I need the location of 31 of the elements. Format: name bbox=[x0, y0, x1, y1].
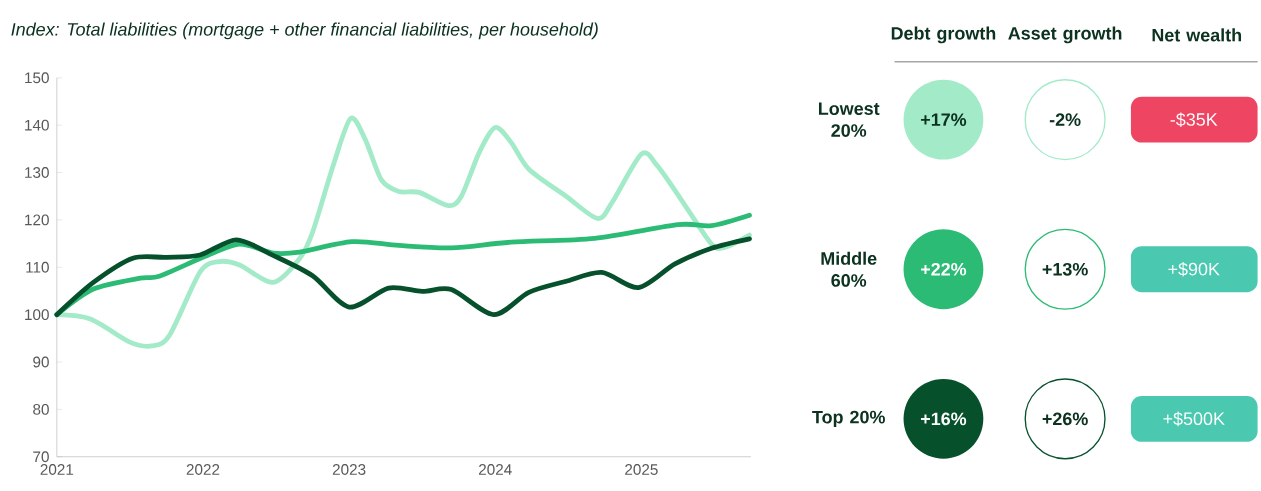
text: +$500K bbox=[1163, 411, 1225, 427]
text: -2% bbox=[1049, 113, 1081, 127]
category-label: Lowest 20% bbox=[818, 102, 880, 138]
category-label: Middle 60% bbox=[821, 251, 877, 287]
y-tick-label: 110 bbox=[26, 262, 49, 273]
category-label: Top 20% bbox=[812, 410, 885, 428]
x-tick-label: 2022 bbox=[186, 464, 220, 476]
x-tick-label: 2021 bbox=[40, 464, 74, 476]
text: +13% bbox=[1042, 263, 1088, 276]
x-tick-label: 2023 bbox=[332, 464, 366, 476]
text: +16% bbox=[920, 412, 967, 426]
text: -$35K bbox=[1170, 112, 1218, 128]
line-series bbox=[54, 236, 752, 318]
y-tick-label: 120 bbox=[25, 214, 49, 226]
text: +22% bbox=[920, 263, 967, 276]
y-tick-label: 70 bbox=[33, 451, 49, 463]
y-tick-label: 150 bbox=[25, 72, 49, 84]
category-label: Net wealth bbox=[1152, 28, 1242, 42]
x-tick-label: 2025 bbox=[625, 464, 658, 476]
y-tick-label: 100 bbox=[25, 309, 49, 321]
chart-title: Index: Total liabilities (mortgage + other financial liabilities, per household) bbox=[11, 22, 598, 40]
y-tick-label: 80 bbox=[33, 404, 49, 415]
text: +26% bbox=[1042, 412, 1088, 426]
text: +$90K bbox=[1168, 262, 1220, 277]
y-tick-label: 130 bbox=[25, 167, 49, 179]
text: +17% bbox=[920, 113, 967, 127]
category-label: Debt growth bbox=[891, 26, 996, 44]
y-tick-label: 90 bbox=[33, 356, 49, 368]
y-tick-label: 140 bbox=[25, 119, 49, 131]
category-label: Asset growth bbox=[1008, 26, 1122, 44]
x-tick-label: 2024 bbox=[479, 464, 512, 476]
